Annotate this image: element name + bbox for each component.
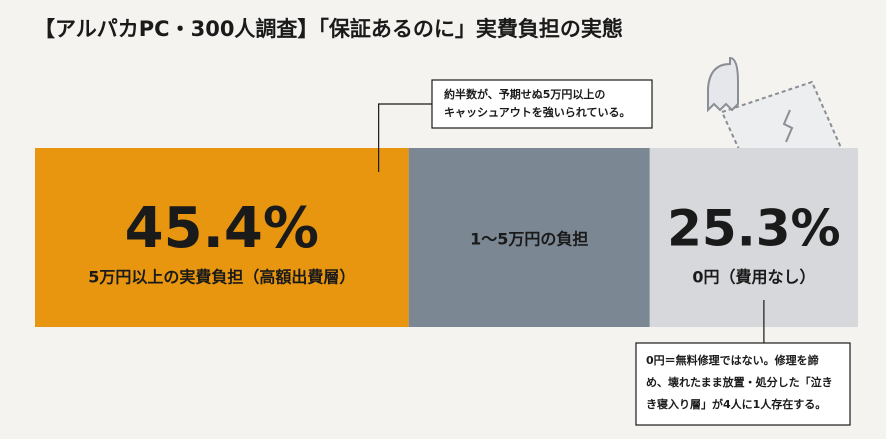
value-label: 45.4% [125,196,319,261]
bar-segment [35,148,409,327]
annotation-text: き寝入り層」が4人に1人存在する。 [646,397,826,411]
legend-label: 0円（費用なし） [692,268,815,287]
annotation-text: 0円＝無料修理ではない。修理を諦 [646,353,819,367]
value-label: 25.3% [667,200,840,258]
legend-label: 1〜5万円の負担 [470,230,588,249]
annotation-box [431,79,653,129]
callout-line [378,103,432,172]
annotation-text: め、壊れたまま放置・処分した「泣き [646,375,833,389]
annotation-text: キャッシュアウトを強いられている。 [444,105,630,119]
chart-title: 【アルパカPC・300人調査】「保証あるのに」実費負担の実態 [34,17,623,41]
bar-segment [649,148,858,327]
bar-segment [408,148,650,327]
annotation-box [635,342,851,426]
legend-label: 5万円以上の実費負担（高額出費層） [88,268,355,287]
annotation-text: 約半数が、予期せぬ5万円以上の [444,87,605,101]
